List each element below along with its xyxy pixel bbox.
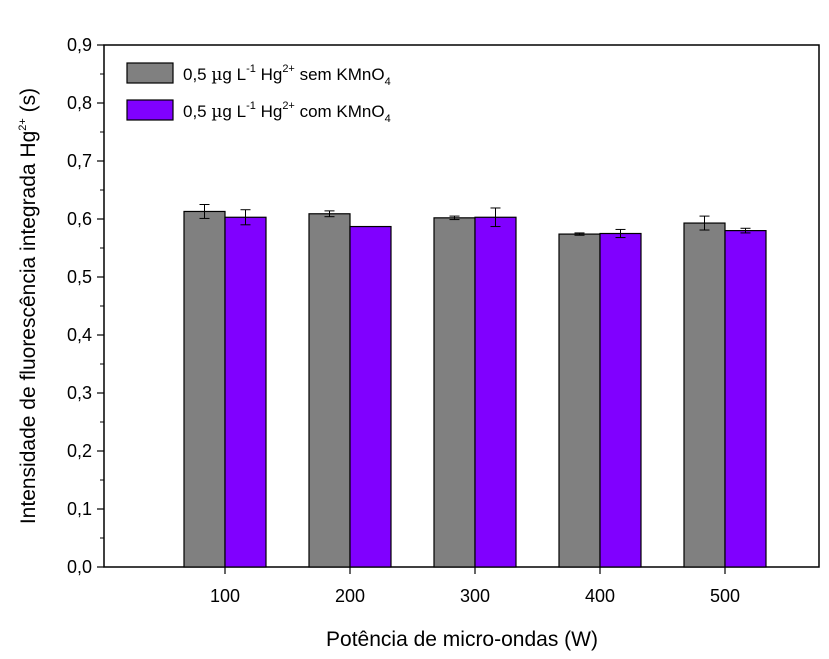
x-tick-label-300: 300 [460, 586, 490, 606]
y-tick-label-2: 0,2 [67, 441, 92, 461]
bar-com-100 [224, 216, 267, 568]
x-tick-label-200: 200 [335, 586, 365, 606]
bar-com-300 [474, 216, 517, 568]
y-tick-label-4: 0,4 [67, 325, 92, 345]
x-tick-label-100: 100 [210, 586, 240, 606]
ticks-layer: 100 200 300 400 500 0,0 0,1 0,2 0,3 0,4 0,5 0,6 0,7 0… [67, 35, 740, 606]
y-tick-label-3: 0,3 [67, 383, 92, 403]
y-tick-label-0: 0,0 [67, 557, 92, 577]
x-tick-label-400: 400 [585, 586, 615, 606]
bar-sem-200 [308, 213, 351, 568]
bar-com-500 [724, 230, 767, 568]
bars-layer [183, 204, 767, 568]
x-axis-title: Potência de micro-ondas (W) [326, 628, 598, 651]
y-tick-label-7: 0,7 [67, 151, 92, 171]
y-tick-label-9: 0,9 [67, 35, 92, 55]
bar-com-400 [599, 232, 642, 568]
y-tick-label-5: 0,5 [67, 267, 92, 287]
x-tick-label-500: 500 [710, 586, 740, 606]
bar-sem-100 [183, 210, 226, 568]
y-tick-label-6: 0,6 [67, 209, 92, 229]
y-tick-label-1: 0,1 [67, 499, 92, 519]
legend-label-com: 0,5 µg L-1 Hg2+ com KMnO4 [183, 100, 391, 125]
bar-com-200 [349, 225, 392, 568]
legend-swatch-com [126, 99, 174, 121]
y-tick-label-8: 0,8 [67, 93, 92, 113]
legend-swatch-sem [126, 62, 174, 84]
bar-sem-400 [558, 233, 601, 568]
bar-sem-500 [683, 222, 726, 568]
y-axis-title: Intensidade de fluorescência integrada H… [17, 88, 40, 524]
bar-sem-300 [433, 217, 476, 568]
legend-label-sem: 0,5 µg L-1 Hg2+ sem KMnO4 [183, 63, 391, 88]
legend: 0,5 µg L-1 Hg2+ sem KMnO4 0,5 µg L-1 Hg2… [126, 62, 391, 125]
